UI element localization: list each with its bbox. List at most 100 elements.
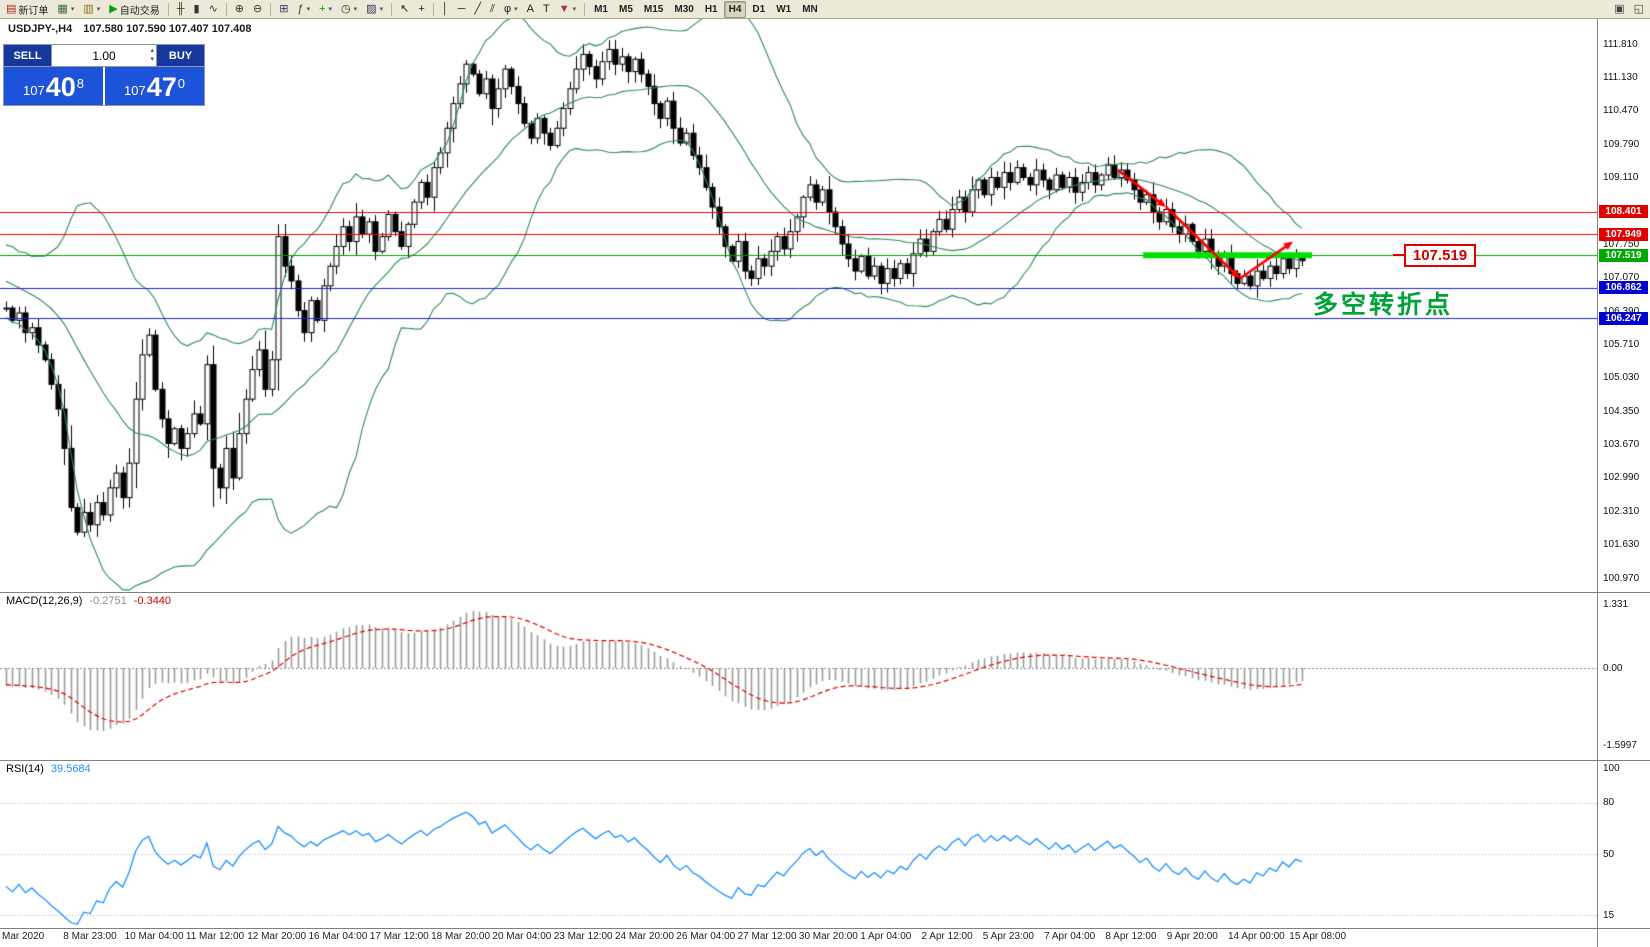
turning-point-annotation[interactable]: 多空转折点: [1313, 291, 1454, 319]
rsi-value: 39.5684: [50, 763, 91, 775]
price-axis-label: 102.990: [1603, 472, 1640, 484]
timeframe-mn[interactable]: MN: [797, 1, 823, 18]
timeframe-h1[interactable]: H1: [700, 1, 723, 18]
timeframe-m1[interactable]: M1: [589, 1, 613, 18]
profiles-icon[interactable]: ▥ ▾: [79, 1, 104, 18]
sell-button[interactable]: SELL: [4, 45, 51, 66]
text-label-icon[interactable]: T: [539, 1, 554, 18]
zoom-in-icon[interactable]: ⊕: [231, 1, 248, 18]
sell-price-sup: 8: [76, 76, 84, 91]
main-chart-canvas[interactable]: [0, 19, 1597, 592]
macd-panel-canvas[interactable]: [0, 592, 1597, 760]
candlestick-chart-icon[interactable]: ▮: [190, 1, 204, 18]
volume-down-icon[interactable]: ▾: [150, 56, 154, 63]
timeframe-h4[interactable]: H4: [723, 0, 747, 18]
bar-chart-icon[interactable]: ╫: [173, 1, 189, 18]
price-axis-label: 104.350: [1603, 405, 1640, 417]
indicators-list-icon[interactable]: ƒ ▾: [293, 1, 314, 18]
new-chart-icon-dropdown[interactable]: ▾: [70, 6, 75, 13]
trendline-icon: ╱: [474, 2, 482, 15]
new-chart-icon[interactable]: ▦ ▾: [53, 1, 78, 18]
one-click-trading-panel: SELL 1.00 ▴ ▾ BUY 107 40 8 107 47 0: [3, 44, 205, 106]
macd-axis-label: -1.5997: [1603, 739, 1637, 751]
arrows-icon: ▼: [558, 2, 570, 15]
macd-panel-separator[interactable]: [0, 592, 1650, 593]
timeframe-m30-label: M30: [674, 3, 694, 15]
price-axis[interactable]: 111.810 111.130 110.470 109.790 109.110 108.4…: [1598, 19, 1650, 947]
price-axis-label: 111.130: [1603, 71, 1638, 83]
macd-indicator-label: MACD(12,26,9) -0.2751 -0.3440: [6, 595, 171, 607]
tile-windows-icon[interactable]: ⊞: [275, 1, 292, 18]
fibonacci-icon-dropdown[interactable]: ▾: [514, 6, 518, 13]
symbol-period-label: USDJPY-,H4: [8, 23, 73, 35]
timeframe-m30[interactable]: M30: [669, 1, 698, 18]
periods-icon-dropdown[interactable]: ▾: [353, 6, 358, 13]
chart-region: USDJPY-,H4 107.580 107.590 107.407 107.4…: [0, 19, 1650, 947]
price-callout-label[interactable]: 107.519: [1404, 244, 1476, 267]
buy-button[interactable]: BUY: [157, 45, 204, 66]
volume-field[interactable]: 1.00 ▴ ▾: [51, 45, 157, 66]
timeframe-m15[interactable]: M15: [639, 1, 668, 18]
chart-shift-icon[interactable]: ▣: [1610, 1, 1628, 18]
new-order-button[interactable]: ▤ 新订单: [2, 1, 52, 18]
profiles-icon-dropdown[interactable]: ▾: [96, 6, 101, 13]
rsi-panel-canvas[interactable]: [0, 760, 1597, 928]
new-order-icon: ▤: [6, 2, 17, 15]
time-axis-label: 11 Mar 12:00: [185, 931, 245, 942]
zoom-out-icon[interactable]: ⊖: [249, 1, 266, 18]
line-chart-icon: ∿: [208, 2, 218, 15]
bar-chart-icon: ╫: [176, 2, 185, 15]
cursor-icon: ↖: [400, 2, 410, 15]
zoom-out-icon: ⊖: [253, 2, 263, 15]
tile-windows-icon: ⊞: [279, 2, 289, 15]
cursor-icon[interactable]: ↖: [396, 1, 413, 18]
rsi-axis-label: 15: [1603, 909, 1615, 921]
auto-scroll-icon[interactable]: ◱: [1630, 1, 1648, 18]
fibonacci-icon[interactable]: φ ▾: [500, 1, 522, 18]
price-axis-label: 103.670: [1603, 439, 1640, 450]
time-axis-label: 27 Mar 12:00: [737, 931, 797, 942]
ohlc-values: 107.580 107.590 107.407 107.408: [83, 23, 252, 35]
volume-stepper[interactable]: ▴ ▾: [150, 46, 154, 64]
volume-value[interactable]: 1.00: [92, 48, 116, 63]
buy-price-button[interactable]: 107 47 0: [103, 67, 204, 105]
price-tag-106.247: 106.247: [1599, 311, 1648, 325]
auto-trading-button[interactable]: ▶ 自动交易: [105, 1, 163, 18]
timeframe-d1[interactable]: D1: [747, 1, 770, 18]
timeframe-h1-label: H1: [704, 3, 718, 15]
volume-up-icon[interactable]: ▴: [150, 47, 154, 54]
time-axis-label: 2 Apr 12:00: [921, 931, 973, 942]
sell-price-button[interactable]: 107 40 8: [4, 67, 103, 105]
templates-icon-dropdown[interactable]: ▾: [379, 6, 384, 13]
add-indicator-icon[interactable]: + ▾: [315, 1, 336, 18]
add-indicator-icon-dropdown[interactable]: ▾: [328, 6, 333, 13]
trendline-icon[interactable]: ╱: [470, 1, 485, 18]
vertical-line-icon[interactable]: │: [438, 1, 453, 18]
profiles-icon: ▥: [83, 2, 94, 15]
timeframe-w1[interactable]: W1: [771, 1, 796, 18]
rsi-panel-separator[interactable]: [0, 760, 1650, 761]
text-icon[interactable]: A: [523, 1, 538, 18]
time-axis-label: 16 Mar 04:00: [308, 931, 368, 942]
line-chart-icon[interactable]: ∿: [205, 1, 222, 18]
crosshair-icon[interactable]: +: [414, 1, 428, 18]
time-axis-label: 20 Mar 04:00: [492, 931, 552, 942]
text-icon: A: [526, 2, 534, 15]
periods-icon[interactable]: ◷ ▾: [337, 1, 361, 18]
arrows-icon-dropdown[interactable]: ▾: [572, 6, 577, 13]
time-axis-label: 5 Apr 23:00: [982, 931, 1034, 942]
horizontal-line-icon[interactable]: ─: [454, 1, 470, 18]
indicators-list-icon-dropdown[interactable]: ▾: [306, 6, 311, 13]
auto-trading-icon: ▶: [109, 2, 118, 15]
arrows-icon[interactable]: ▼ ▾: [555, 1, 580, 18]
price-axis-label: 107.070: [1603, 272, 1640, 284]
templates-icon[interactable]: ▨ ▾: [362, 1, 387, 18]
timeframe-m5[interactable]: M5: [614, 1, 638, 18]
channel-icon[interactable]: ⫽: [486, 1, 499, 18]
time-axis[interactable]: Mar 2020 8 Mar 23:00 10 Mar 04:00 11 Mar 12…: [0, 928, 1597, 947]
macd-name: MACD(12,26,9): [6, 595, 83, 607]
time-axis-label: 15 Apr 08:00: [1289, 931, 1347, 942]
price-axis-label: 106.390: [1603, 306, 1639, 317]
candlestick-chart-icon: ▮: [193, 2, 200, 15]
macd-signal-value: -0.3440: [133, 595, 172, 607]
